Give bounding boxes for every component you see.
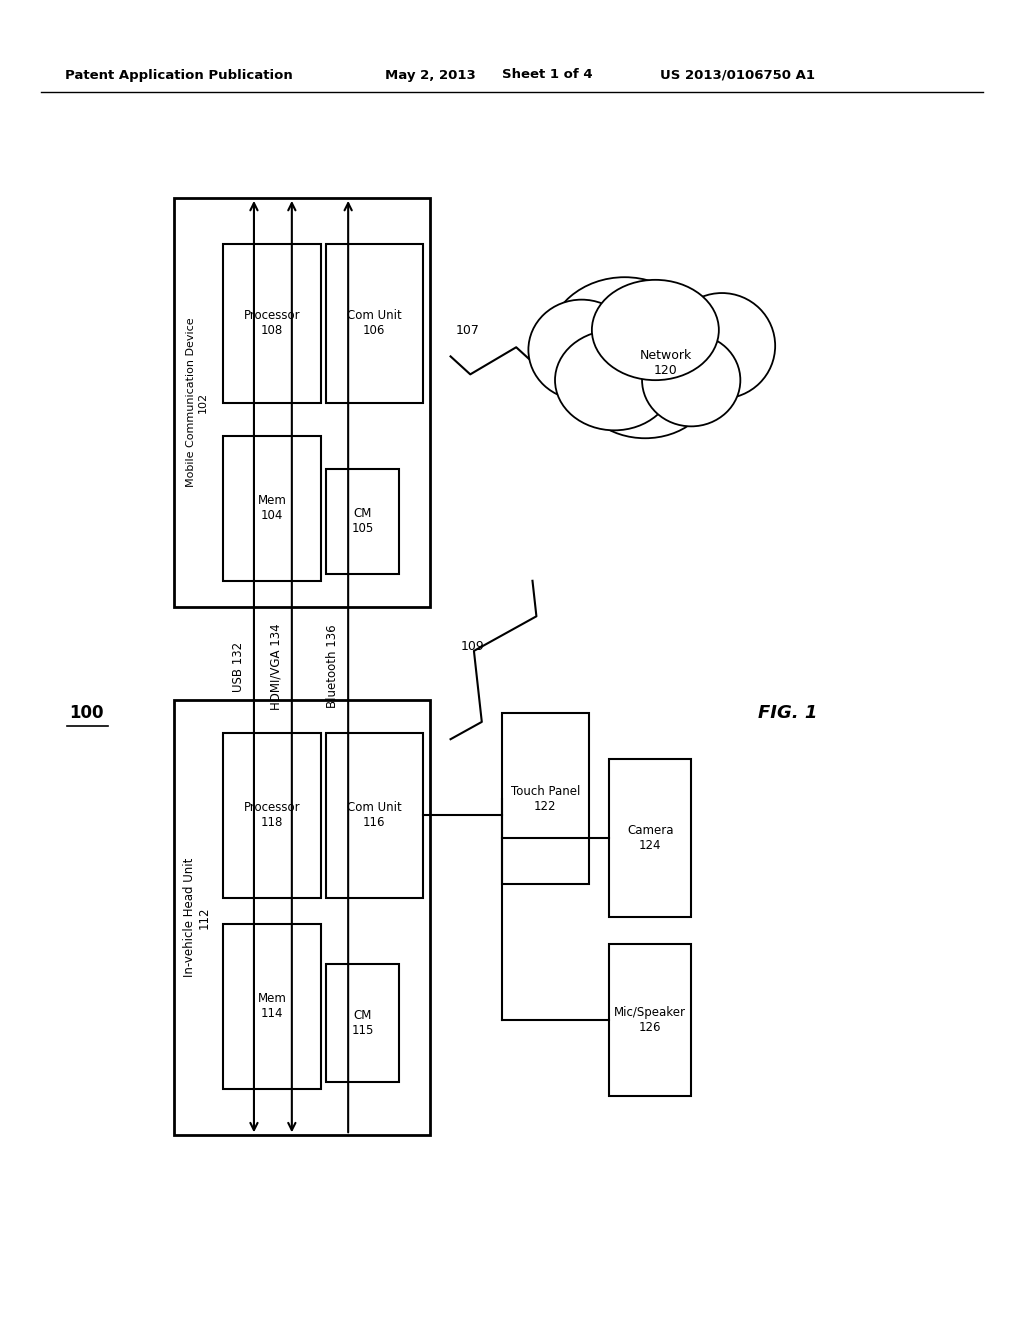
Ellipse shape — [528, 300, 635, 400]
Ellipse shape — [622, 293, 740, 407]
Text: Network
120: Network 120 — [639, 348, 692, 378]
Bar — [223, 733, 321, 898]
Bar — [223, 924, 321, 1089]
Text: Mem
114: Mem 114 — [257, 993, 287, 1020]
Bar — [326, 964, 399, 1082]
Text: CM
105: CM 105 — [351, 507, 374, 536]
Bar — [609, 759, 691, 917]
Text: Sheet 1 of 4: Sheet 1 of 4 — [502, 69, 593, 82]
Text: 100: 100 — [70, 704, 104, 722]
Bar — [502, 713, 589, 884]
Bar — [174, 700, 430, 1135]
Text: USB 132: USB 132 — [232, 642, 245, 692]
Text: Com Unit
116: Com Unit 116 — [347, 801, 401, 829]
Text: 107: 107 — [456, 323, 479, 337]
Ellipse shape — [579, 333, 712, 438]
Text: Patent Application Publication: Patent Application Publication — [65, 69, 293, 82]
Text: Processor
118: Processor 118 — [244, 801, 300, 829]
Bar — [609, 944, 691, 1096]
Bar — [174, 198, 430, 607]
Text: HDMI/VGA 134: HDMI/VGA 134 — [270, 623, 283, 710]
Text: 109: 109 — [461, 640, 484, 653]
Ellipse shape — [555, 330, 674, 430]
Text: Mic/Speaker
126: Mic/Speaker 126 — [614, 1006, 686, 1034]
Text: Camera
124: Camera 124 — [627, 824, 674, 853]
Text: May 2, 2013: May 2, 2013 — [385, 69, 476, 82]
Text: Processor
108: Processor 108 — [244, 309, 300, 338]
Bar — [223, 436, 321, 581]
Text: Mem
104: Mem 104 — [257, 494, 287, 523]
Text: In-vehicle Head Unit
112: In-vehicle Head Unit 112 — [182, 858, 211, 977]
Bar — [223, 244, 321, 403]
Ellipse shape — [669, 293, 775, 399]
Ellipse shape — [548, 277, 701, 409]
Text: Com Unit
106: Com Unit 106 — [347, 309, 401, 338]
Text: Mobile Communication Device
102: Mobile Communication Device 102 — [185, 318, 208, 487]
Bar — [326, 733, 423, 898]
Bar — [326, 469, 399, 574]
Ellipse shape — [642, 334, 740, 426]
Bar — [326, 244, 423, 403]
Text: Bluetooth 136: Bluetooth 136 — [327, 624, 339, 709]
Text: Touch Panel
122: Touch Panel 122 — [511, 784, 580, 813]
Text: US 2013/0106750 A1: US 2013/0106750 A1 — [660, 69, 815, 82]
Text: FIG. 1: FIG. 1 — [758, 704, 817, 722]
Text: CM
115: CM 115 — [351, 1008, 374, 1038]
Ellipse shape — [592, 280, 719, 380]
